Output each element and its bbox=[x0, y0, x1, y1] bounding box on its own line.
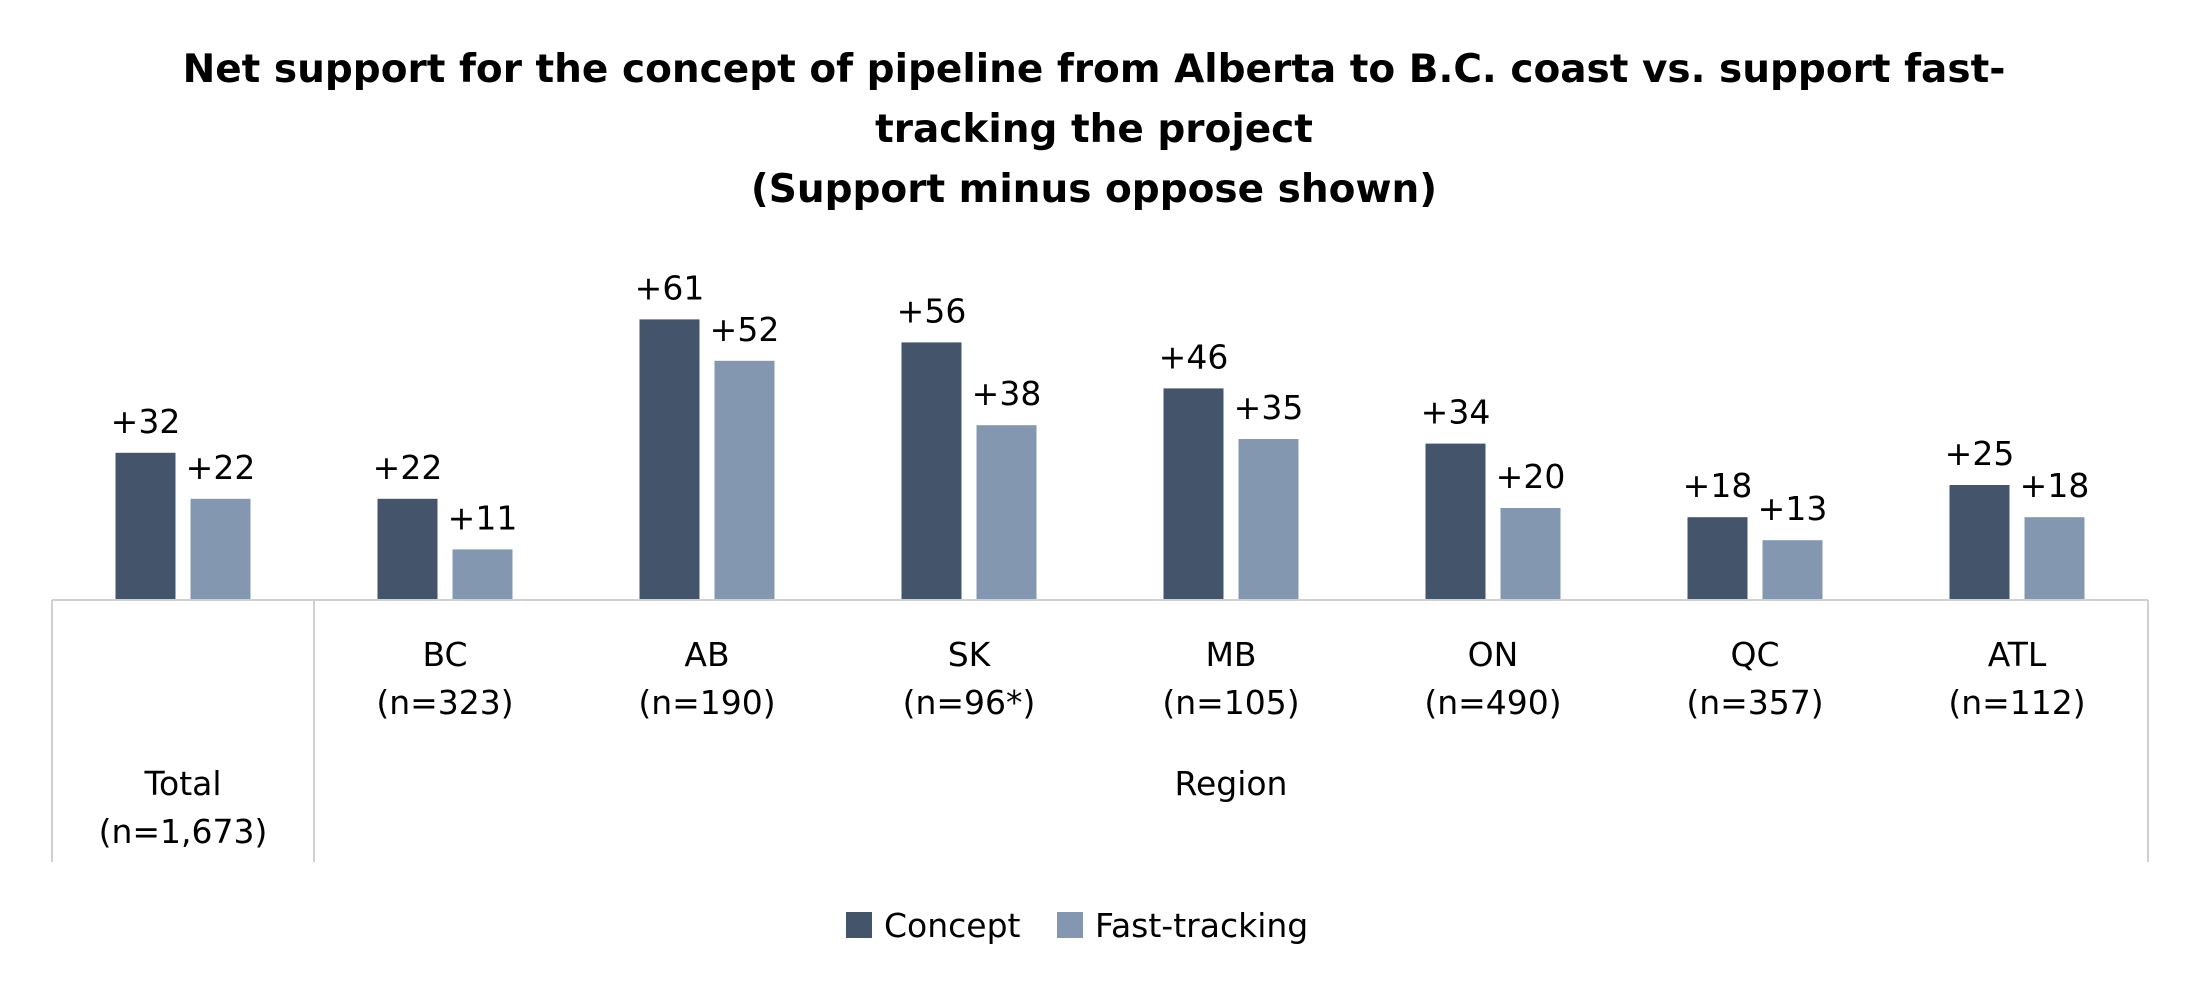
data-label: +18 bbox=[2020, 466, 2090, 505]
data-label: +38 bbox=[972, 374, 1042, 413]
data-label: +34 bbox=[1421, 393, 1491, 432]
category-label: SK bbox=[948, 635, 992, 674]
category-label: BC bbox=[422, 635, 467, 674]
category-axis: Total (n=1,673) BC (n=323) AB (n=190) SK (n=96*… bbox=[51, 599, 2149, 862]
bar-fast-tracking-on bbox=[1500, 508, 1561, 600]
bar-concept-mb bbox=[1163, 388, 1224, 600]
bar-fast-tracking-atl bbox=[2024, 517, 2085, 600]
chart-title-line-2: tracking the project bbox=[875, 107, 1313, 152]
category-n-label: (n=490) bbox=[1424, 683, 1561, 722]
data-label: +46 bbox=[1159, 337, 1229, 376]
chart-title-line-3: (Support minus oppose shown) bbox=[751, 167, 1437, 212]
data-label: +32 bbox=[111, 402, 181, 441]
category-label: ATL bbox=[1988, 635, 2047, 674]
bar-concept-atl bbox=[1949, 485, 2010, 600]
bar-fast-tracking-bc bbox=[452, 549, 513, 600]
category-n-label: (n=357) bbox=[1686, 683, 1823, 722]
plot-area: +32+22 +22+11+61+52 +56+38+46+35 +34+20 +18+… bbox=[111, 268, 2090, 600]
category-n-label: (n=323) bbox=[376, 683, 513, 722]
category-n-label: (n=105) bbox=[1162, 683, 1299, 722]
category-label: MB bbox=[1205, 635, 1256, 674]
category-label: ON bbox=[1468, 635, 1519, 674]
chart-title-line-1: Net support for the concept of pipeline … bbox=[183, 47, 2006, 92]
data-label: +35 bbox=[1234, 388, 1304, 427]
data-label: +11 bbox=[448, 498, 518, 537]
category-n-label: (n=96*) bbox=[903, 683, 1036, 722]
data-label: +52 bbox=[710, 310, 780, 349]
data-label: +25 bbox=[1945, 434, 2015, 473]
bar-fast-tracking-qc bbox=[1762, 540, 1823, 600]
chart-title: Net support for the concept of pipeline … bbox=[183, 47, 2006, 212]
bar-concept-qc bbox=[1687, 517, 1748, 600]
category-label: Total bbox=[143, 764, 221, 803]
bar-fast-tracking-sk bbox=[976, 425, 1037, 600]
bar-concept-ab bbox=[639, 319, 700, 600]
data-label: +22 bbox=[373, 448, 443, 487]
legend-label: Concept bbox=[884, 906, 1021, 945]
legend-swatch bbox=[1057, 912, 1083, 938]
category-n-label: (n=1,673) bbox=[99, 812, 268, 851]
data-label: +22 bbox=[186, 448, 256, 487]
category-n-label: (n=112) bbox=[1948, 683, 2085, 722]
bar-fast-tracking-mb bbox=[1238, 439, 1299, 600]
category-label: AB bbox=[684, 635, 729, 674]
data-label: +20 bbox=[1496, 457, 1566, 496]
category-label: QC bbox=[1730, 635, 1779, 674]
data-label: +56 bbox=[897, 291, 967, 330]
group-label-region: Region bbox=[1175, 764, 1288, 803]
legend-label: Fast-tracking bbox=[1095, 906, 1308, 945]
bar-fast-tracking-total bbox=[190, 498, 251, 600]
data-label: +18 bbox=[1683, 466, 1753, 505]
data-label: +13 bbox=[1758, 489, 1828, 528]
data-label: +61 bbox=[635, 268, 705, 307]
bar-concept-sk bbox=[901, 342, 962, 600]
bar-fast-tracking-ab bbox=[714, 360, 775, 600]
legend: Concept Fast-tracking bbox=[846, 906, 1308, 945]
bar-concept-on bbox=[1425, 443, 1486, 600]
legend-swatch bbox=[846, 912, 872, 938]
bar-concept-total bbox=[115, 452, 176, 600]
category-n-label: (n=190) bbox=[638, 683, 775, 722]
bar-concept-bc bbox=[377, 498, 438, 600]
